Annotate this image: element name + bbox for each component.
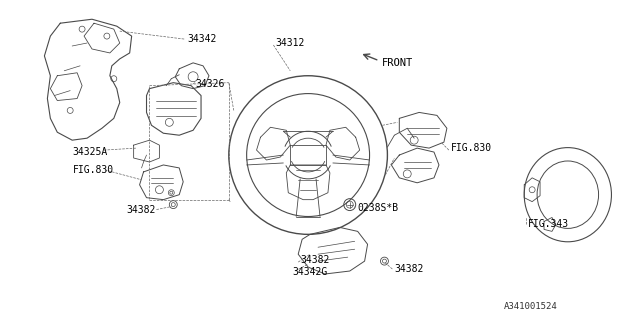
Text: 34382: 34382 bbox=[394, 264, 424, 274]
Text: FRONT: FRONT bbox=[381, 58, 413, 68]
Text: FIG.830: FIG.830 bbox=[73, 165, 115, 175]
Text: 34325A: 34325A bbox=[72, 147, 108, 157]
Text: 34382: 34382 bbox=[127, 204, 156, 215]
Text: 34382: 34382 bbox=[300, 255, 330, 265]
Text: A341001524: A341001524 bbox=[504, 302, 558, 311]
Text: 34342: 34342 bbox=[187, 34, 216, 44]
Text: 34326: 34326 bbox=[195, 79, 225, 89]
Text: 34342G: 34342G bbox=[292, 267, 328, 277]
Text: FIG.830: FIG.830 bbox=[451, 143, 492, 153]
Text: 0238S*B: 0238S*B bbox=[358, 203, 399, 212]
Text: 34312: 34312 bbox=[275, 38, 305, 48]
Text: FIG.343: FIG.343 bbox=[528, 220, 570, 229]
